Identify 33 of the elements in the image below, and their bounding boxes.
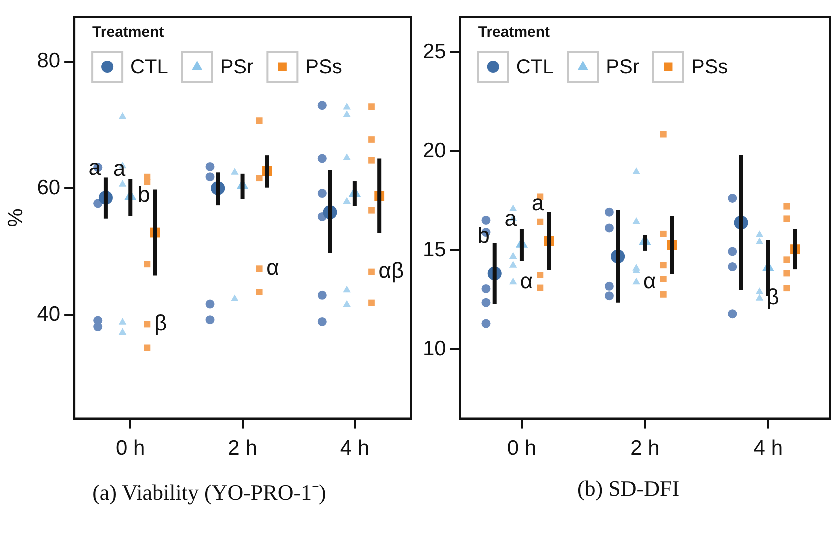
legend-label: PSr: [220, 56, 254, 79]
legend-label: PSr: [606, 56, 640, 79]
x-tick-label: 0 h: [507, 437, 537, 460]
y-tick-label: 10: [423, 337, 446, 360]
data-label: αβ: [378, 258, 404, 284]
data-label: a: [113, 156, 126, 182]
y-tick-label: 60: [37, 176, 61, 200]
legend-label: PSs: [691, 56, 728, 79]
y-tick-label: 15: [423, 238, 446, 262]
text: (a) Viability (YO-PRO-1⁻): [92, 479, 328, 506]
data-label: a: [532, 190, 545, 216]
data-label: β: [154, 310, 168, 336]
x-tick-label: 2 h: [228, 437, 258, 460]
y-tick-label: 20: [423, 139, 446, 162]
x-tick-label: 2 h: [630, 437, 660, 460]
data-label: b: [138, 182, 150, 207]
data-label: α: [520, 268, 534, 294]
data-label: a: [504, 206, 518, 232]
text: (b) SD-DFI: [576, 476, 681, 502]
data-label: α: [266, 254, 280, 280]
data-label: α: [644, 268, 657, 294]
x-tick-label: 4 h: [340, 437, 370, 460]
legend-title: Treatment: [478, 24, 550, 42]
legend-label: PSs: [306, 56, 342, 79]
legend-label: CTL: [130, 56, 168, 79]
x-tick-label: 4 h: [754, 437, 783, 460]
legend-title: Treatment: [92, 24, 164, 42]
y-axis-title: %: [4, 208, 28, 228]
x-tick-label: 0 h: [116, 437, 146, 460]
legend-label: CTL: [516, 56, 554, 79]
y-tick-label: 25: [423, 40, 446, 64]
y-tick-label: 80: [37, 50, 61, 73]
y-tick-label: 40: [37, 302, 61, 326]
